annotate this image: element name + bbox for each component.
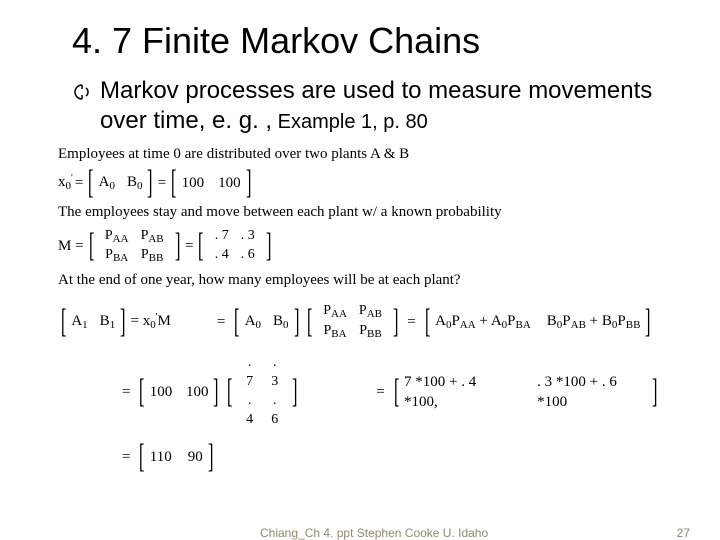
bullet-text: Markov processes are used to measure mov… <box>100 76 660 136</box>
math-line-7: = [ 100 100 ] [ . 7. 3 . 4. 6 ] = [ 7 *1… <box>118 354 660 430</box>
math-area: Employees at time 0 are distributed over… <box>58 144 660 472</box>
math-line-2: x0' = [ A0 B0 ] = [ 100 100 ] <box>58 168 660 198</box>
footer-source: Chiang_Ch 4. ppt Stephen Cooke U. Idaho <box>260 526 488 540</box>
bullet-tail: Example 1, p. 80 <box>272 111 428 133</box>
slide-number: 27 <box>677 526 690 540</box>
math-line-6: [ A1 B1 ] = x0'M = [ A0 B0 ] [ PAAPAB PB… <box>58 302 660 342</box>
bullet-row: Markov processes are used to measure mov… <box>72 76 660 136</box>
slide-title: 4. 7 Finite Markov Chains <box>72 20 660 62</box>
math-line-8: = [ 110 90 ] <box>118 442 660 472</box>
math-line-1: Employees at time 0 are distributed over… <box>58 144 660 164</box>
math-line-4: M = [ PAAPAB PBAPBB ] = [ . 7. 3 . 4. 6 … <box>58 227 660 267</box>
bullet-icon <box>72 82 92 107</box>
slide: 4. 7 Finite Markov Chains Markov process… <box>0 0 720 540</box>
math-line-5: At the end of one year, how many employe… <box>58 270 660 290</box>
math-line-3: The employees stay and move between each… <box>58 202 660 222</box>
